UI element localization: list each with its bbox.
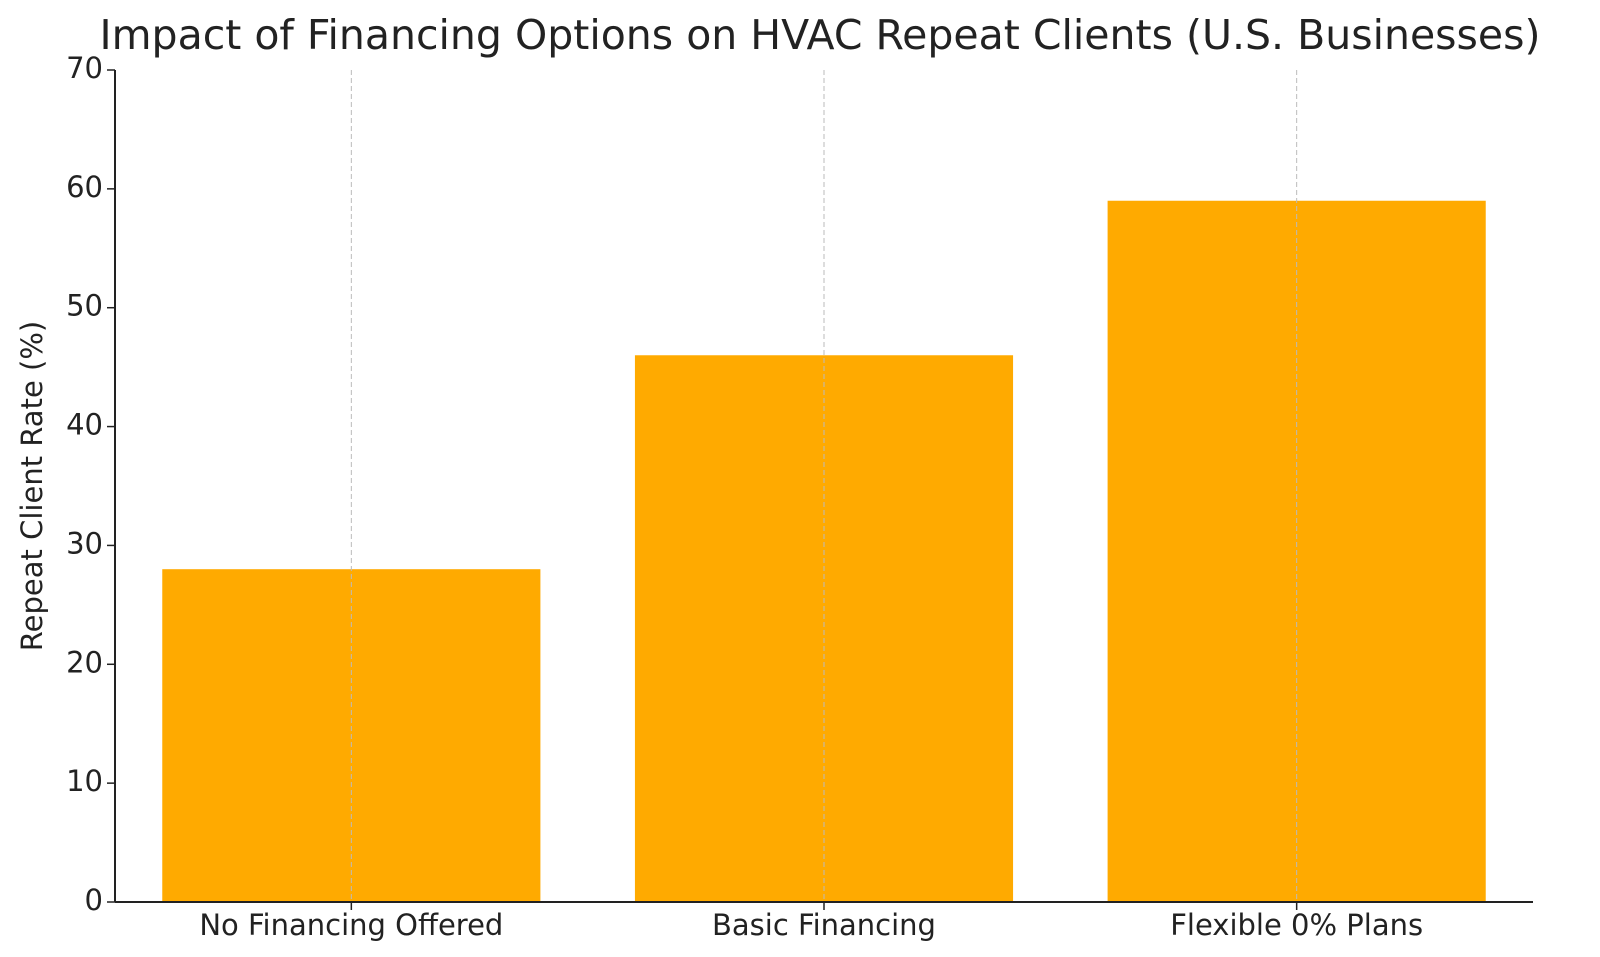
y-tick-label: 20 bbox=[66, 645, 103, 679]
y-tick-label: 0 bbox=[85, 883, 103, 917]
x-tick-label: No Financing Offered bbox=[199, 908, 503, 942]
y-tick-label: 40 bbox=[66, 408, 103, 442]
y-axis-label: Repeat Client Rate (%) bbox=[15, 321, 49, 651]
y-tick-label: 70 bbox=[66, 51, 103, 85]
y-tick-label: 60 bbox=[66, 170, 103, 204]
y-tick-label: 30 bbox=[66, 526, 103, 560]
x-tick-label: Flexible 0% Plans bbox=[1170, 908, 1423, 942]
chart-title: Impact of Financing Options on HVAC Repe… bbox=[100, 11, 1541, 59]
x-tick-label: Basic Financing bbox=[712, 908, 936, 942]
y-tick-label: 50 bbox=[66, 289, 103, 323]
bar bbox=[634, 355, 1014, 902]
y-tick-label: 10 bbox=[66, 764, 103, 798]
